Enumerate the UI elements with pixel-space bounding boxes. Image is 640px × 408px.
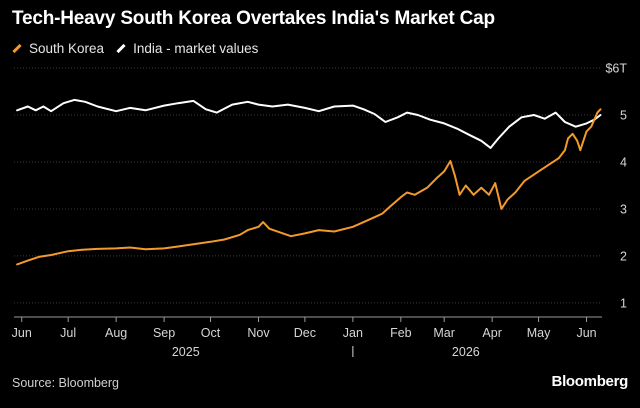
y-tick-label-2: 2 — [620, 249, 627, 263]
series-line-india — [16, 98, 602, 149]
y-tick-label-6: $6T — [605, 62, 627, 76]
x-tick-label-2025-10-01: Oct — [201, 326, 221, 340]
y-tick-label-1: 1 — [620, 296, 627, 310]
legend-item-india: India - market values — [116, 41, 258, 56]
year-label-2025: 2025 — [172, 345, 200, 359]
y-tick-label-4: 4 — [620, 155, 627, 169]
x-tick-label-2026-02-01: Feb — [390, 326, 412, 340]
source-note: Source: Bloomberg — [12, 376, 120, 390]
x-tick-label-2025-06-01: Jun — [12, 326, 32, 340]
x-tick-label-2026-03-01: Mar — [433, 326, 455, 340]
legend-label-india: India - market values — [133, 41, 259, 56]
legend: South Korea India - market values — [12, 41, 270, 56]
x-tick-label-2025-12-01: Dec — [294, 326, 316, 340]
year-label-2026: 2026 — [452, 345, 480, 359]
legend-label-south-korea: South Korea — [29, 41, 105, 56]
x-tick-label-2025-07-01: Jul — [60, 326, 76, 340]
y-tick-label-5: 5 — [620, 108, 627, 122]
x-tick-label-2026-04-01: Apr — [482, 326, 501, 340]
x-tick-label-2026-05-01: May — [527, 326, 551, 340]
chart-title: Tech-Heavy South Korea Overtakes India's… — [12, 8, 495, 29]
x-tick-label-2025-09-01: Sep — [153, 326, 175, 340]
series-line-south-korea — [16, 108, 602, 266]
legend-item-south-korea: South Korea — [12, 41, 104, 56]
x-tick-label-2026-01-01: Jan — [343, 326, 363, 340]
x-tick-label-2025-11-01: Nov — [247, 326, 270, 340]
brand-logo: Bloomberg — [551, 373, 629, 390]
x-tick-label-2025-08-01: Aug — [105, 326, 127, 340]
y-tick-label-3: 3 — [620, 202, 627, 216]
x-tick-label-2026-06-01: Jun — [576, 326, 596, 340]
